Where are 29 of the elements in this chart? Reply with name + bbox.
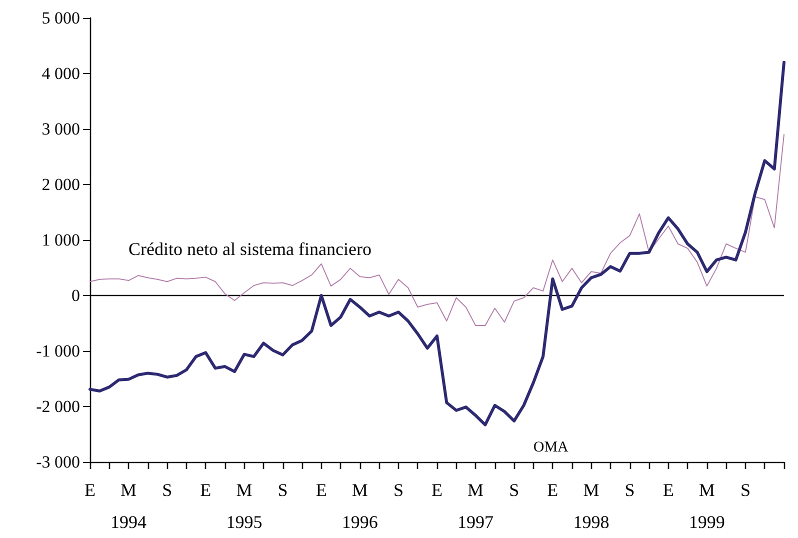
x-tick-label: M 1997 xyxy=(458,480,494,532)
x-tick-label: E xyxy=(662,480,674,500)
x-tick-label: M 1999 xyxy=(688,480,725,532)
x-tick-label: S xyxy=(509,480,520,500)
x-tick-label: M 1995 xyxy=(226,480,262,532)
series-label: OMA xyxy=(533,439,569,456)
y-tick-label: 1 000 xyxy=(42,230,80,250)
x-tick-label: E xyxy=(547,480,558,500)
x-tick-label: E xyxy=(316,480,327,500)
x-tick-label: E xyxy=(200,480,212,500)
y-tick-label: 3 000 xyxy=(42,120,80,138)
y-tick-label: 5 000 xyxy=(42,8,80,28)
x-tick-label: S xyxy=(278,480,288,500)
x-tick-label: M 1998 xyxy=(573,480,610,532)
series-label: Crédito neto al sistema financiero xyxy=(128,239,372,259)
x-tick-label: S xyxy=(740,480,750,500)
x-tick-label: S xyxy=(393,480,404,500)
x-tick-label: E xyxy=(432,480,442,500)
y-tick-label: 2 000 xyxy=(42,175,80,194)
y-tick-label: 0 xyxy=(72,286,80,305)
x-tick-label: E xyxy=(84,480,96,500)
y-tick-label: 4 000 xyxy=(42,64,80,83)
x-tick-label: M 1996 xyxy=(342,480,378,532)
x-tick-label: S xyxy=(162,480,172,500)
x-tick-label: S xyxy=(624,480,635,500)
x-tick-label: M 1994 xyxy=(110,480,147,532)
y-tick-label: -3 000 xyxy=(36,452,80,472)
y-tick-label: -2 000 xyxy=(36,397,80,416)
y-tick-label: -1 000 xyxy=(36,342,80,360)
